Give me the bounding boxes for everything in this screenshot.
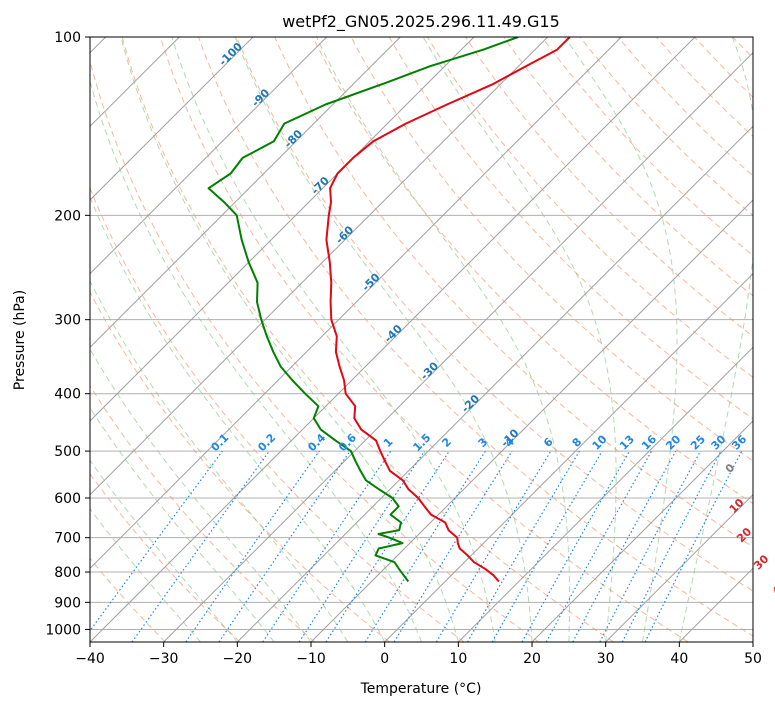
dry-adiabat-line [121, 37, 614, 642]
y-tick-label: 300 [54, 313, 81, 329]
y-tick-label: 1000 [45, 622, 81, 638]
axis-ticks: −40 −30 −20 −10 0 10 20 30 40 50 100 200 300 400 500 60… [45, 30, 762, 667]
x-tick-label: −10 [296, 651, 326, 667]
x-tick-label: 0 [380, 651, 389, 667]
y-tick-label: 400 [54, 387, 81, 403]
moist-adiabat-line [120, 37, 459, 642]
x-tick-label: 20 [523, 651, 541, 667]
isotherm-line [163, 51, 753, 642]
y-tick-label: 900 [54, 595, 81, 611]
temperature-profile-line [325, 37, 571, 583]
isotherm-line [384, 272, 753, 642]
dry-adiabat-line [90, 186, 465, 642]
y-tick-label: 500 [54, 444, 81, 460]
dry-adiabat-line [503, 37, 753, 297]
x-tick-label: 40 [670, 651, 688, 667]
isotherm-line [605, 493, 753, 642]
moist-adiabat-line [171, 37, 496, 642]
mixing-ratio-line [325, 450, 450, 642]
mixing-ratio-line [545, 450, 653, 642]
x-axis-label: Temperature (°C) [360, 681, 482, 697]
plot-frame [89, 36, 754, 643]
dry-adiabat-line [274, 37, 753, 548]
mixing-ratio-line [644, 450, 743, 642]
mixing-ratio-line [262, 450, 392, 642]
dry-adiabat-line [465, 37, 753, 338]
dry-adiabat-line [388, 37, 753, 420]
mixing-ratio-lines [90, 450, 743, 642]
moist-adiabat-line [90, 79, 422, 642]
dry-adiabat-line [159, 37, 689, 642]
dry-adiabat-line [90, 291, 390, 642]
moist-adiabat-line [678, 37, 753, 642]
isotherm-line [90, 37, 254, 201]
dry-adiabat-line [312, 37, 753, 505]
y-tick-label: 200 [54, 208, 81, 224]
dry-adiabat-line [350, 37, 753, 462]
y-axis-label: Pressure (hPa) [12, 290, 28, 390]
y-tick-label: 700 [54, 531, 81, 547]
mixing-ratio-line [298, 450, 425, 642]
mixing-ratio-line [131, 450, 270, 642]
moist-adiabat-line [90, 195, 386, 642]
isotherm-line [90, 37, 401, 349]
dry-adiabat-line [90, 384, 316, 642]
mixing-ratio-line [393, 450, 513, 642]
moist-adiabat-label: 40 [770, 578, 775, 598]
isotherm-line [90, 37, 622, 570]
dewpoint-profile-line [207, 37, 519, 583]
sounding-series [207, 37, 571, 583]
isotherm-lines [90, 37, 753, 642]
mixing-ratio-line [185, 450, 320, 642]
moist-adiabat-line [90, 459, 238, 642]
y-tick-label: 800 [54, 565, 81, 581]
x-tick-label: −20 [223, 651, 253, 667]
isotherm-line [236, 125, 753, 642]
isotherm-line [90, 37, 549, 496]
dry-adiabat-line [90, 472, 241, 642]
chart-title: wetPf2_GN05.2025.296.11.49.G15 [282, 12, 560, 32]
x-tick-label: −40 [75, 651, 105, 667]
isotherm-line [310, 199, 753, 642]
y-tick-label: 600 [54, 491, 81, 507]
moist-adiabat-line [564, 37, 678, 642]
dry-adiabat-line [90, 59, 540, 642]
dry-adiabat-line [426, 37, 753, 379]
mixing-ratio-line [90, 450, 223, 632]
moist-adiabat-line [422, 37, 617, 642]
mixing-ratio-line [572, 450, 677, 642]
x-tick-label: 10 [449, 651, 467, 667]
mixing-ratio-line [218, 450, 351, 642]
moist-adiabat-line [316, 37, 571, 642]
moist-adiabat-line [90, 406, 275, 642]
x-tick-label: 50 [744, 651, 762, 667]
dry-adiabat-line [236, 37, 753, 592]
moist-adiabat-line [90, 508, 201, 642]
x-tick-label: −30 [149, 651, 179, 667]
x-tick-label: 30 [597, 651, 615, 667]
isotherm-line [90, 37, 475, 422]
y-tick-label: 100 [54, 30, 81, 46]
isotherm-line [90, 37, 696, 642]
isotherm-line [457, 346, 753, 642]
isotherm-line [90, 37, 328, 275]
isotherm-line [531, 420, 753, 642]
mixing-ratio-line [521, 450, 631, 642]
